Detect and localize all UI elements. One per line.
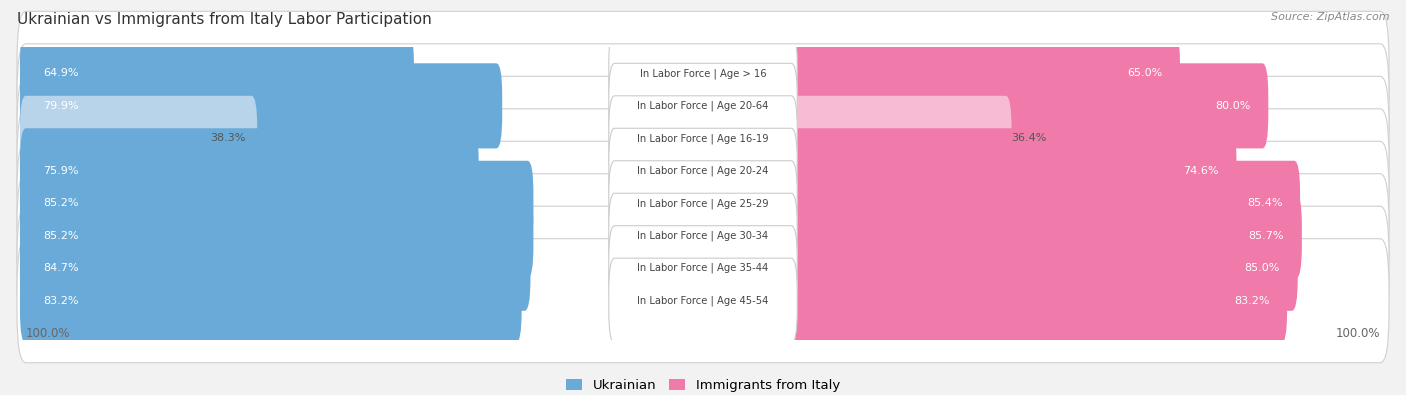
Text: 80.0%: 80.0%	[1215, 101, 1250, 111]
FancyBboxPatch shape	[786, 193, 1302, 278]
Text: 75.9%: 75.9%	[44, 166, 79, 176]
Text: In Labor Force | Age 35-44: In Labor Force | Age 35-44	[637, 263, 769, 273]
Text: 85.4%: 85.4%	[1247, 198, 1282, 208]
Text: 85.2%: 85.2%	[44, 231, 79, 241]
Text: In Labor Force | Age 16-19: In Labor Force | Age 16-19	[637, 133, 769, 144]
Text: 84.7%: 84.7%	[44, 263, 79, 273]
FancyBboxPatch shape	[609, 193, 797, 278]
FancyBboxPatch shape	[20, 193, 533, 278]
Text: In Labor Force | Age 45-54: In Labor Force | Age 45-54	[637, 295, 769, 306]
FancyBboxPatch shape	[609, 96, 797, 181]
FancyBboxPatch shape	[17, 141, 1389, 265]
FancyBboxPatch shape	[17, 44, 1389, 168]
FancyBboxPatch shape	[20, 63, 502, 149]
Text: 85.0%: 85.0%	[1244, 263, 1279, 273]
Text: 65.0%: 65.0%	[1128, 68, 1163, 78]
FancyBboxPatch shape	[17, 174, 1389, 298]
FancyBboxPatch shape	[786, 161, 1301, 246]
Text: 64.9%: 64.9%	[44, 68, 79, 78]
FancyBboxPatch shape	[786, 96, 1011, 181]
Text: In Labor Force | Age 20-24: In Labor Force | Age 20-24	[637, 166, 769, 176]
FancyBboxPatch shape	[786, 31, 1180, 116]
FancyBboxPatch shape	[609, 161, 797, 246]
FancyBboxPatch shape	[17, 239, 1389, 363]
Text: Ukrainian vs Immigrants from Italy Labor Participation: Ukrainian vs Immigrants from Italy Labor…	[17, 12, 432, 27]
FancyBboxPatch shape	[609, 258, 797, 343]
FancyBboxPatch shape	[786, 128, 1236, 213]
FancyBboxPatch shape	[20, 258, 522, 343]
FancyBboxPatch shape	[786, 226, 1298, 311]
Text: 36.4%: 36.4%	[1011, 134, 1047, 143]
Text: Source: ZipAtlas.com: Source: ZipAtlas.com	[1271, 12, 1389, 22]
FancyBboxPatch shape	[20, 31, 413, 116]
Legend: Ukrainian, Immigrants from Italy: Ukrainian, Immigrants from Italy	[561, 374, 845, 395]
FancyBboxPatch shape	[20, 96, 257, 181]
Text: 85.7%: 85.7%	[1249, 231, 1284, 241]
Text: 79.9%: 79.9%	[44, 101, 79, 111]
FancyBboxPatch shape	[17, 206, 1389, 330]
Text: 38.3%: 38.3%	[209, 134, 246, 143]
Text: In Labor Force | Age 20-64: In Labor Force | Age 20-64	[637, 101, 769, 111]
Text: In Labor Force | Age 25-29: In Labor Force | Age 25-29	[637, 198, 769, 209]
FancyBboxPatch shape	[20, 161, 533, 246]
FancyBboxPatch shape	[786, 63, 1268, 149]
Text: 83.2%: 83.2%	[44, 296, 79, 306]
FancyBboxPatch shape	[609, 63, 797, 149]
Text: 100.0%: 100.0%	[25, 327, 70, 340]
Text: 100.0%: 100.0%	[1336, 327, 1381, 340]
FancyBboxPatch shape	[20, 128, 478, 213]
Text: In Labor Force | Age 30-34: In Labor Force | Age 30-34	[637, 231, 769, 241]
FancyBboxPatch shape	[786, 258, 1286, 343]
FancyBboxPatch shape	[17, 76, 1389, 200]
FancyBboxPatch shape	[609, 31, 797, 116]
Text: 83.2%: 83.2%	[1234, 296, 1270, 306]
Text: 85.2%: 85.2%	[44, 198, 79, 208]
FancyBboxPatch shape	[17, 109, 1389, 233]
FancyBboxPatch shape	[20, 226, 530, 311]
Text: 74.6%: 74.6%	[1184, 166, 1219, 176]
FancyBboxPatch shape	[609, 226, 797, 311]
FancyBboxPatch shape	[17, 11, 1389, 135]
FancyBboxPatch shape	[609, 128, 797, 213]
Text: In Labor Force | Age > 16: In Labor Force | Age > 16	[640, 68, 766, 79]
